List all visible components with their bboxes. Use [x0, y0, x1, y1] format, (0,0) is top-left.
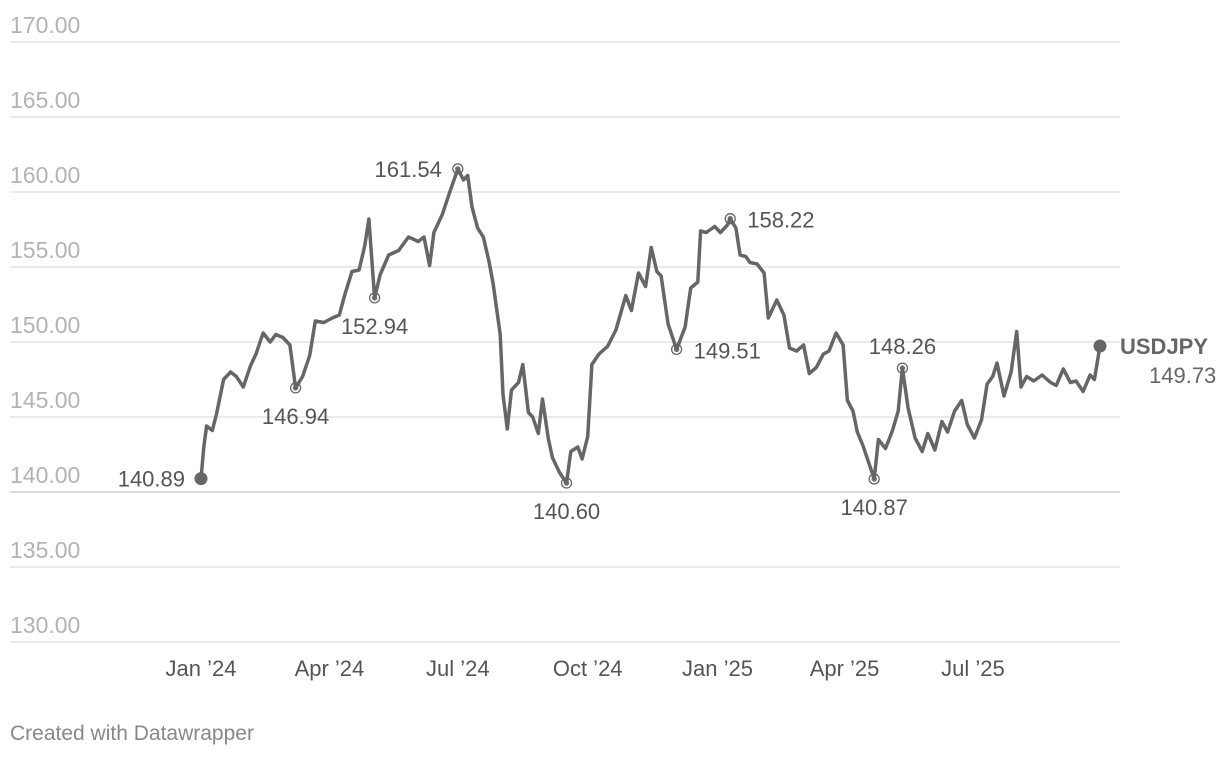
- y-tick-label: 130.00: [10, 612, 80, 638]
- annotation-label: 158.22: [747, 208, 814, 233]
- y-tick-label: 150.00: [10, 312, 80, 338]
- series-line-usdjpy: [199, 167, 1102, 485]
- y-tick-label: 145.00: [10, 387, 80, 413]
- annotation-marker-inner: [563, 480, 570, 486]
- annotation-marker: [670, 343, 683, 356]
- annotations: 140.89 146.94 152.94 161.54 140.60 149.51 158.…: [118, 157, 936, 524]
- annotation-marker: [289, 382, 302, 394]
- y-tick-label: 155.00: [10, 237, 80, 263]
- x-tick-label: Apr ’24: [295, 656, 365, 681]
- y-tick-label: 165.00: [10, 87, 80, 113]
- annotation-marker: [560, 477, 573, 489]
- annotation-marker-inner: [899, 365, 906, 371]
- annotation-label: 152.94: [341, 314, 408, 339]
- annotation-marker-inner: [371, 295, 378, 301]
- annotation-marker-inner: [871, 476, 877, 482]
- annotation-marker: [724, 213, 736, 225]
- x-tick-label: Jul ’25: [941, 656, 1005, 681]
- end-point-marker: [1093, 339, 1107, 353]
- annotation-label: 140.60: [533, 499, 600, 524]
- y-tick-label: 135.00: [10, 537, 80, 563]
- annotation-marker: [194, 472, 208, 486]
- annotation-marker-inner: [727, 216, 733, 222]
- annotation-label: 148.26: [869, 334, 936, 359]
- series-end-value: 149.73: [1149, 363, 1216, 388]
- annotation-marker: [868, 473, 880, 485]
- annotation-label: 140.87: [841, 495, 908, 520]
- x-tick-label: Jan ’25: [682, 656, 753, 681]
- footer-credit: Created with Datawrapper: [10, 722, 254, 745]
- y-tick-label: 140.00: [10, 462, 80, 488]
- x-tick-label: Jul ’24: [426, 656, 490, 681]
- series-end-label: USDJPY: [1120, 334, 1208, 359]
- x-tick-label: Apr ’25: [810, 656, 880, 681]
- gridlines: [10, 41, 1120, 643]
- annotation-label: 146.94: [262, 404, 329, 429]
- y-tick-label: 170.00: [10, 12, 80, 38]
- annotation-marker: [452, 163, 464, 175]
- annotation-marker-inner: [292, 385, 299, 391]
- annotation-marker: [896, 362, 909, 374]
- x-axis-ticks: Jan ’24 Apr ’24 Jul ’24 Oct ’24 Jan ’25 Apr ’…: [166, 656, 1005, 681]
- y-axis-ticks: 170.00 165.00 160.00 155.00 150.00 145.00 140.…: [10, 12, 80, 638]
- annotation-marker-inner: [673, 346, 680, 353]
- x-tick-label: Oct ’24: [553, 656, 623, 681]
- annotation-label: 161.54: [375, 157, 442, 182]
- x-tick-label: Jan ’24: [166, 656, 237, 681]
- annotation-label: 149.51: [694, 338, 761, 363]
- annotation-label: 140.89: [118, 467, 185, 492]
- annotation-marker-inner: [455, 166, 461, 172]
- y-tick-label: 160.00: [10, 162, 80, 188]
- annotation-marker: [368, 292, 381, 304]
